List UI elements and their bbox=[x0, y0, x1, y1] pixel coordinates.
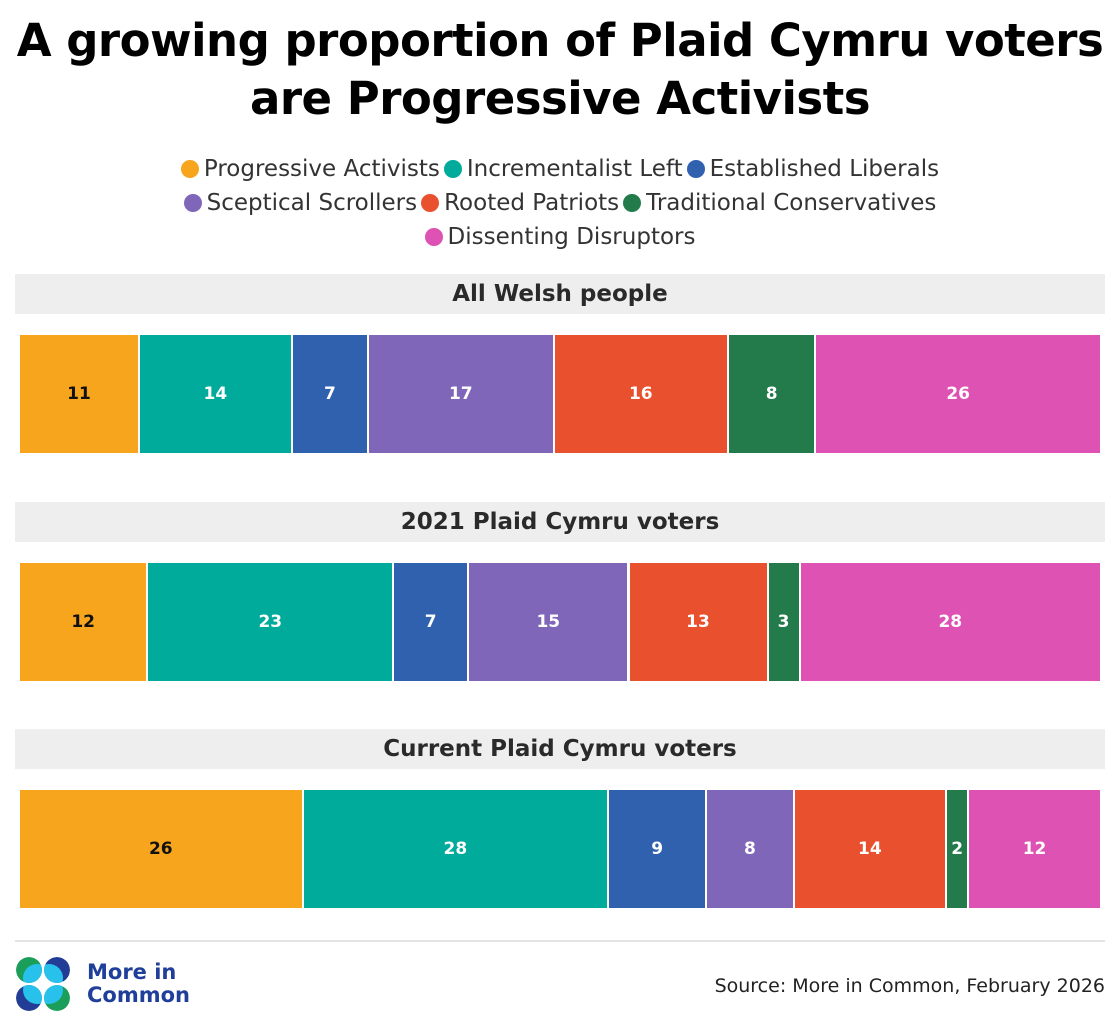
legend-label: Dissenting Disruptors bbox=[447, 224, 696, 250]
logo-circle-bottom-left bbox=[16, 985, 42, 1011]
chart-legend: Progressive Activists Incrementalist Left… bbox=[100, 152, 1020, 254]
bar-segment: 7 bbox=[292, 335, 370, 453]
legend-label: Sceptical Scrollers bbox=[206, 190, 418, 216]
legend-swatch-icon bbox=[686, 160, 705, 178]
logo-circle-top-right bbox=[44, 957, 70, 983]
bar-segment: 8 bbox=[729, 335, 817, 453]
legend-swatch-icon bbox=[443, 160, 462, 178]
chart-title-line-1: A growing proportion of Plaid Cymru vote… bbox=[16, 14, 1104, 67]
legend-item: Traditional Conservatives bbox=[623, 186, 936, 220]
data-label: 26 bbox=[148, 839, 173, 859]
chart-title-line-2: are Progressive Activists bbox=[249, 72, 871, 125]
chart-title: A growing proportion of Plaid Cymru vote… bbox=[0, 12, 1120, 128]
bar-segment: 7 bbox=[394, 563, 470, 681]
legend-label: Incrementalist Left bbox=[466, 156, 683, 182]
legend-item: Established Liberals bbox=[686, 152, 940, 186]
bar-segment: 26 bbox=[20, 790, 304, 908]
data-label: 23 bbox=[258, 612, 283, 632]
legend-label: Rooted Patriots bbox=[444, 190, 620, 216]
legend-swatch-icon bbox=[183, 194, 202, 212]
data-label: 15 bbox=[536, 612, 561, 632]
data-label: 12 bbox=[71, 612, 95, 632]
bar-segment: 12 bbox=[20, 563, 149, 681]
footer-divider bbox=[15, 940, 1105, 942]
legend-row: Sceptical Scrollers Rooted Patriots Tradit… bbox=[100, 186, 1020, 220]
bar-segment: 8 bbox=[707, 790, 795, 908]
bar-segment: 16 bbox=[554, 335, 730, 453]
legend-swatch-icon bbox=[623, 194, 642, 212]
source-note: Source: More in Common, February 2026 bbox=[714, 975, 1105, 997]
bar-segment: 23 bbox=[148, 563, 395, 681]
data-label: 2 bbox=[951, 839, 964, 859]
legend-item: Dissenting Disruptors bbox=[424, 220, 696, 254]
legend-row: Dissenting Disruptors bbox=[100, 220, 1020, 254]
bar-segment: 9 bbox=[609, 790, 708, 908]
logo-wordmark-line-2: Common bbox=[87, 983, 190, 1007]
legend-label: Traditional Conservatives bbox=[646, 190, 937, 216]
logo-circle-bottom-right bbox=[44, 985, 70, 1011]
data-label: 8 bbox=[765, 384, 778, 404]
panel-title: 2021 Plaid Cymru voters bbox=[15, 502, 1105, 542]
legend-row: Progressive Activists Incrementalist Left… bbox=[100, 152, 1020, 186]
bar-segment: 14 bbox=[794, 790, 948, 908]
stacked-bar: 12 23 7 15 13 3 28 bbox=[20, 563, 1100, 681]
data-label: 16 bbox=[628, 384, 653, 404]
bar-segment: 28 bbox=[800, 563, 1100, 681]
bar-segment: 11 bbox=[20, 335, 140, 453]
logo-wordmark-line-1: More in bbox=[87, 960, 177, 984]
legend-label: Established Liberals bbox=[709, 156, 940, 182]
bar-segment: 3 bbox=[768, 563, 801, 681]
legend-swatch-icon bbox=[180, 160, 199, 178]
bar-segment: 17 bbox=[369, 335, 555, 453]
more-in-common-logo-icon bbox=[16, 957, 70, 1011]
bar-segment: 28 bbox=[303, 790, 610, 908]
legend-swatch-icon bbox=[424, 228, 443, 246]
data-label: 12 bbox=[1022, 839, 1047, 859]
logo-circle-top-left bbox=[16, 957, 42, 983]
data-label: 14 bbox=[203, 384, 228, 404]
data-label: 13 bbox=[686, 612, 710, 632]
data-label: 28 bbox=[938, 612, 963, 632]
legend-item: Sceptical Scrollers bbox=[183, 186, 418, 220]
bar-segment: 26 bbox=[816, 335, 1100, 453]
bar-segment: 12 bbox=[969, 790, 1100, 908]
legend-label: Progressive Activists bbox=[203, 156, 440, 182]
bar-segment: 15 bbox=[469, 563, 630, 681]
data-label: 7 bbox=[424, 612, 437, 632]
data-label: 3 bbox=[777, 612, 790, 632]
data-label: 11 bbox=[67, 384, 91, 404]
bar-segment: 14 bbox=[140, 335, 293, 453]
bar-segment: 2 bbox=[947, 790, 970, 908]
legend-item: Rooted Patriots bbox=[421, 186, 619, 220]
panel-title: Current Plaid Cymru voters bbox=[15, 729, 1105, 769]
data-label: 7 bbox=[323, 384, 336, 404]
legend-swatch-icon bbox=[421, 194, 440, 212]
stacked-bar: 26 28 9 8 14 2 12 bbox=[20, 790, 1100, 908]
data-label: 9 bbox=[651, 839, 664, 859]
bar-segment: 13 bbox=[629, 563, 769, 681]
legend-item: Progressive Activists bbox=[180, 152, 440, 186]
data-label: 28 bbox=[443, 839, 468, 859]
panel-title: All Welsh people bbox=[15, 274, 1105, 314]
logo-wordmark: More in Common bbox=[87, 961, 190, 1007]
data-label: 14 bbox=[858, 839, 882, 859]
data-label: 8 bbox=[743, 839, 756, 859]
data-label: 17 bbox=[448, 384, 473, 404]
legend-item: Incrementalist Left bbox=[443, 152, 683, 186]
stacked-bar: 11 14 7 17 16 8 26 bbox=[20, 335, 1100, 453]
data-label: 26 bbox=[946, 384, 970, 404]
